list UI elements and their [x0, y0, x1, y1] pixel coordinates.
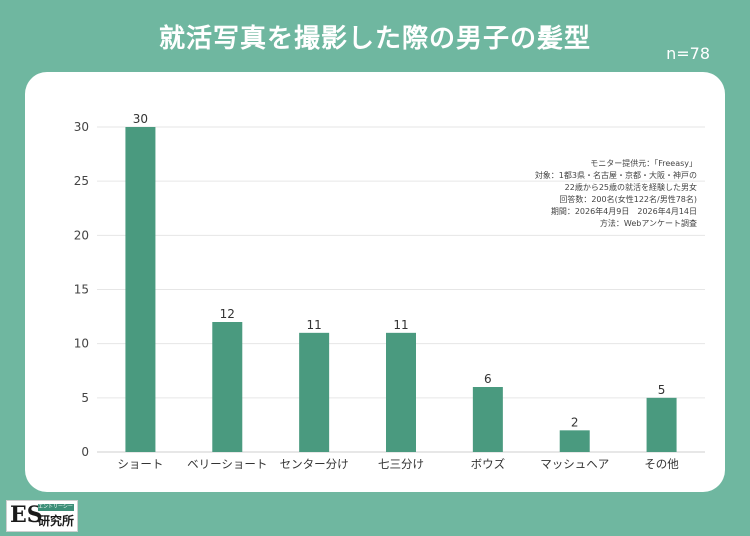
y-tick-label: 0: [81, 445, 89, 459]
source-line: 回答数：200名(女性122名/男性78名): [559, 195, 697, 204]
bar: [559, 430, 590, 452]
x-tick-label: センター分け: [280, 457, 349, 471]
logo-es: ES: [10, 502, 43, 528]
y-tick-label: 25: [74, 174, 89, 188]
bar: [212, 322, 243, 452]
source-line: 22歳から25歳の就活を経験した男女: [564, 183, 697, 192]
x-tick-label: その他: [644, 457, 679, 471]
x-tick-label: マッシュヘア: [540, 457, 609, 471]
source-line: 期間：2026年4月9日 2026年4月14日: [550, 207, 697, 216]
data-label: 2: [571, 415, 579, 429]
source-line: 対象：1都3県・名古屋・京都・大阪・神戸の: [534, 171, 697, 180]
es-lab-logo: ES エントリーシート 研究所: [6, 500, 78, 532]
data-label: 5: [658, 383, 666, 397]
data-label: 11: [393, 318, 408, 332]
logo-tagline: エントリーシート: [38, 504, 74, 511]
bar: [646, 397, 677, 452]
x-tick-label: ベリーショート: [187, 457, 267, 471]
sample-size: n=78: [666, 44, 710, 63]
chart-card: 0 5 10 15 20 25 30 30 ショート 12 ベリーショート 11 センター分け 11 七三分…: [25, 72, 725, 492]
y-tick-label: 10: [74, 337, 89, 351]
bar: [472, 387, 503, 452]
y-tick-label: 20: [74, 228, 89, 242]
bar-chart: 05101520253030ショート12ベリーショート11センター分け11七三分…: [74, 112, 705, 471]
bar: [386, 332, 416, 452]
bar: [125, 127, 156, 452]
y-tick-label: 30: [74, 120, 89, 134]
chart-title: 就活写真を撮影した際の男子の髪型: [158, 24, 591, 54]
x-tick-label: 七三分け: [378, 457, 424, 471]
data-label: 11: [307, 318, 322, 332]
source-line: 方法：Webアンケート調査: [599, 219, 697, 228]
data-label: 6: [484, 372, 492, 386]
y-tick-label: 5: [81, 391, 89, 405]
y-tick-label: 15: [74, 283, 89, 297]
x-tick-label: ショート: [117, 457, 163, 471]
bar: [299, 332, 330, 452]
source-line: モニター提供元：「Freeasy」: [590, 159, 697, 168]
data-label: 12: [220, 307, 235, 321]
x-tick-label: ボウズ: [471, 457, 506, 471]
data-label: 30: [133, 112, 148, 126]
logo-name: 研究所: [38, 514, 75, 528]
source-note: モニター提供元：「Freeasy」 対象：1都3県・名古屋・京都・大阪・神戸の …: [535, 158, 697, 230]
